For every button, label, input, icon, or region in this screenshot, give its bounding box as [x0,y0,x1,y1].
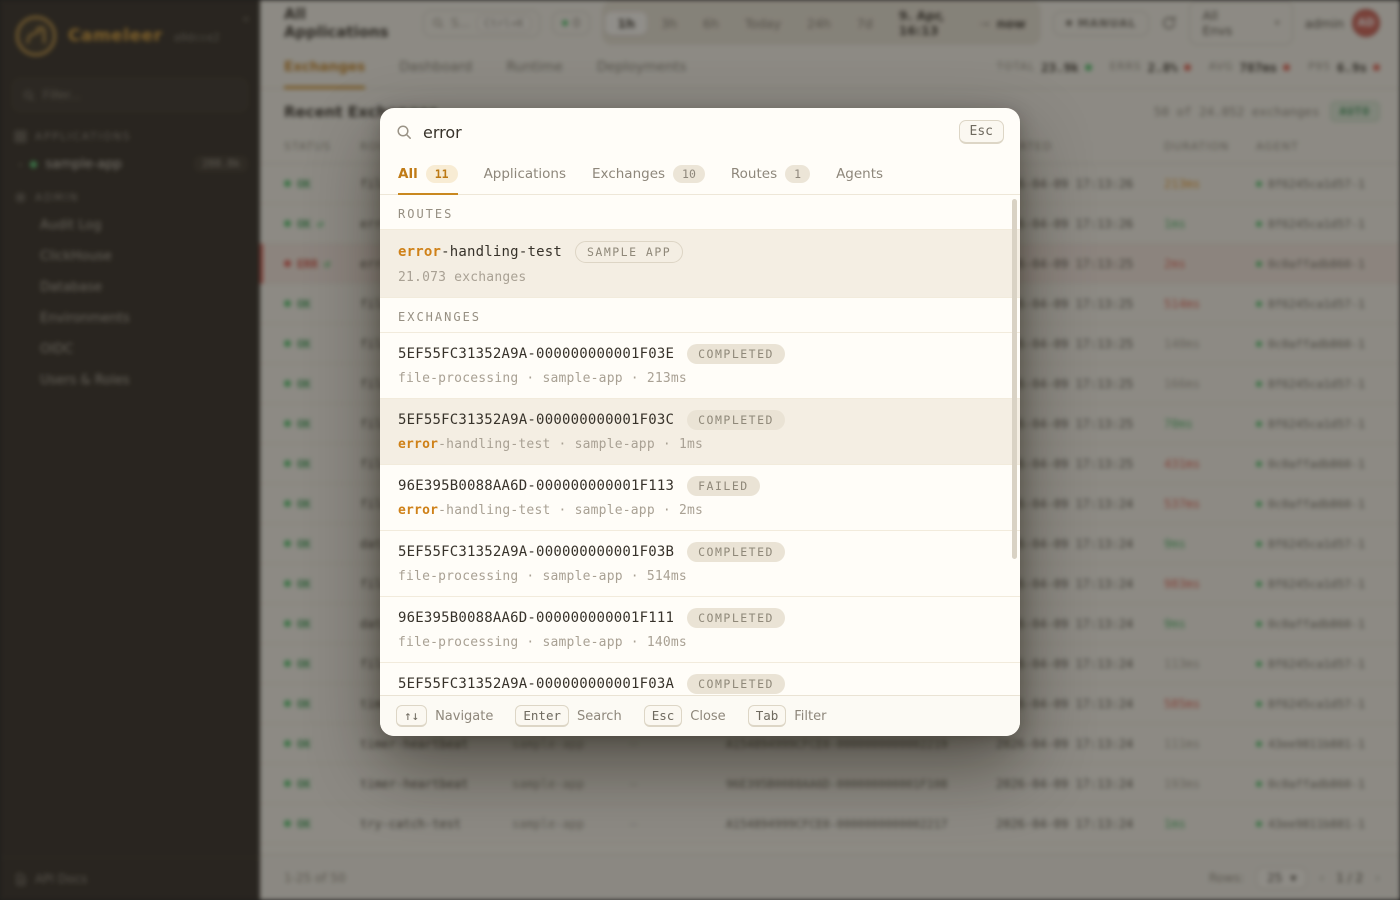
tab-label: Applications [483,166,567,182]
footer-hint-search: Enter Search [515,705,622,727]
modal-tab-exchanges[interactable]: Exchanges 10 [592,156,705,195]
result-subtitle: error-handling-test · sample-app · 2ms [398,503,1002,518]
search-filter-tabs: All 11 Applications Exchanges 10 Routes 1 Agent… [380,156,1020,195]
search-result[interactable]: 5EF55FC31352A9A-000000000001F03C COMPLETE… [380,399,1020,465]
match-text: error [398,244,442,260]
modal-search-row: Esc [380,108,1020,156]
footer-hint-filter: Tab Filter [747,705,827,727]
result-title-row: 96E395B0088AA6D-000000000001F113 FAILED [398,476,1002,496]
kbd-search: Enter [515,705,570,727]
text: -handling-test [441,244,562,260]
result-title: 5EF55FC31352A9A-000000000001F03E [398,346,674,362]
search-result[interactable]: 5EF55FC31352A9A-000000000001F03B COMPLETE… [380,531,1020,597]
result-status-badge: COMPLETED [687,674,785,694]
result-title-row: 96E395B0088AA6D-000000000001F111 COMPLETE… [398,608,1002,628]
modal-tab-routes[interactable]: Routes 1 [730,156,811,195]
footer-hint-close: Esc Close [643,705,726,727]
result-title: 96E395B0088AA6D-000000000001F111 [398,610,674,626]
result-status-badge: COMPLETED [687,410,785,430]
result-subtitle: file-processing · sample-app · 514ms [398,569,1002,584]
search-input[interactable] [423,122,948,142]
section-header-exchanges: EXCHANGES [380,298,1020,333]
text: 5EF55FC31352A9A-000000000001F03B [398,544,675,560]
tab-count-badge: 11 [425,165,458,183]
search-result[interactable]: 5EF55FC31352A9A-000000000001F03A COMPLETE… [380,663,1020,695]
hint-label: Filter [794,708,827,724]
result-status-badge: COMPLETED [687,608,785,628]
footer-hint-navigate: ↑↓ Navigate [396,705,493,727]
match-text: error [398,503,439,518]
search-icon [397,125,411,139]
search-results-list: ROUTES error-handling-test SAMPLE APP 21.07… [380,195,1020,695]
result-title-row: 5EF55FC31352A9A-000000000001F03A COMPLETE… [398,674,1002,694]
result-title: error-handling-test [398,244,562,260]
result-title-row: 5EF55FC31352A9A-000000000001F03C COMPLETE… [398,410,1002,430]
text: 5EF55FC31352A9A-000000000001F03C [398,412,675,428]
result-status-badge: COMPLETED [687,542,785,562]
result-title: 5EF55FC31352A9A-000000000001F03A [398,676,674,692]
modal-footer-hints: ↑↓ Navigate Enter Search Esc Close Tab Filter [380,695,1020,736]
text: file-processing · sample-app · 140ms [398,635,687,650]
text: 96E395B0088AA6D-000000000001F111 [398,610,675,626]
search-result[interactable]: 96E395B0088AA6D-000000000001F113 FAILED er… [380,465,1020,531]
result-subtitle: 21.073 exchanges [398,270,1002,285]
scrollbar-thumb[interactable] [1012,199,1017,559]
text: file-processing · sample-app · 514ms [398,569,687,584]
result-subtitle: file-processing · sample-app · 213ms [398,371,1002,386]
result-status-badge: SAMPLE APP [574,241,684,263]
text: 5EF55FC31352A9A-000000000001F03E [398,346,675,362]
search-result[interactable]: 96E395B0088AA6D-000000000001F111 COMPLETE… [380,597,1020,663]
modal-tab-agents[interactable]: Agents [836,156,883,195]
text: 5EF55FC31352A9A-000000000001F03A [398,676,675,692]
search-result[interactable]: 5EF55FC31352A9A-000000000001F03E COMPLETE… [380,333,1020,399]
kbd-close: Esc [643,705,683,727]
kbd-filter: Tab [747,705,787,727]
text: 96E395B0088AA6D-000000000001F113 [398,478,675,494]
text: file-processing · sample-app · 213ms [398,371,687,386]
result-title-row: error-handling-test SAMPLE APP [398,241,1002,263]
result-subtitle: file-processing · sample-app · 140ms [398,635,1002,650]
text: 21.073 exchanges [398,270,527,285]
tab-count-badge: 10 [673,165,705,183]
text: -handling-test · sample-app · 1ms [438,437,704,452]
result-status-badge: FAILED [687,476,760,496]
hint-label: Close [690,708,726,724]
kbd-navigate: ↑↓ [396,705,428,727]
tab-label: Routes [730,166,778,182]
modal-tab-all[interactable]: All 11 [398,156,458,195]
result-subtitle: error-handling-test · sample-app · 1ms [398,437,1002,452]
result-title: 5EF55FC31352A9A-000000000001F03C [398,412,674,428]
result-status-badge: COMPLETED [687,344,785,364]
esc-key-button[interactable]: Esc [958,120,1004,144]
hint-label: Navigate [435,708,494,724]
tab-label: Exchanges [592,166,666,182]
tab-label: All [398,166,418,182]
tab-label: Agents [836,166,884,182]
match-text: error [398,437,439,452]
hint-label: Search [577,708,622,724]
result-title: 96E395B0088AA6D-000000000001F113 [398,478,674,494]
result-title-row: 5EF55FC31352A9A-000000000001F03B COMPLETE… [398,542,1002,562]
tab-count-badge: 1 [785,165,811,183]
text: -handling-test · sample-app · 2ms [438,503,704,518]
result-title-row: 5EF55FC31352A9A-000000000001F03E COMPLETE… [398,344,1002,364]
result-title: 5EF55FC31352A9A-000000000001F03B [398,544,674,560]
section-header-routes: ROUTES [380,195,1020,230]
modal-tab-applications[interactable]: Applications [484,156,566,195]
search-modal: Esc All11ApplicationsExchanges10Routes1A… [380,108,1020,736]
search-result[interactable]: error-handling-test SAMPLE APP 21.073 exch… [380,230,1020,298]
